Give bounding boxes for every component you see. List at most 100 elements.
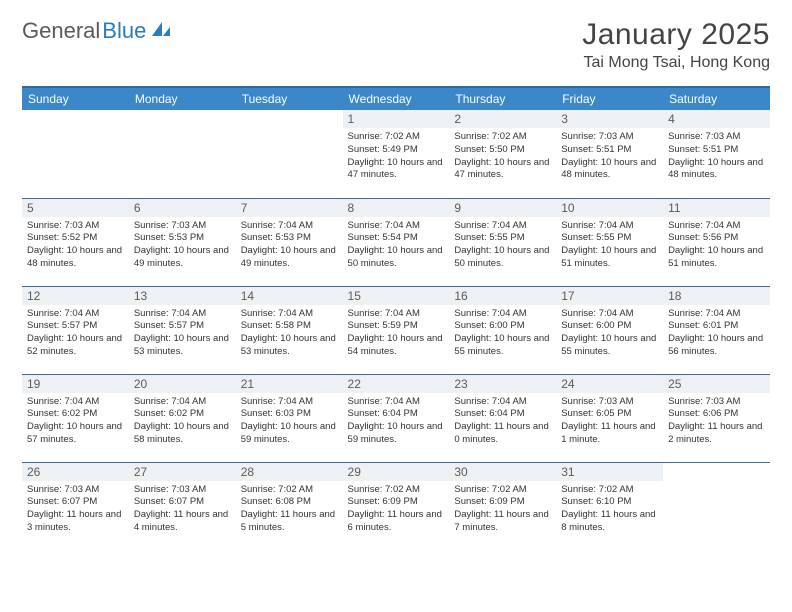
weekday-header-row: SundayMondayTuesdayWednesdayThursdayFrid…: [22, 87, 770, 110]
day-body: Sunrise: 7:04 AMSunset: 5:59 PMDaylight:…: [343, 305, 450, 363]
day-number: 15: [343, 287, 450, 305]
day-cell: 26Sunrise: 7:03 AMSunset: 6:07 PMDayligh…: [22, 462, 129, 550]
day-number: 5: [22, 199, 129, 217]
day-number: 30: [449, 463, 556, 481]
day-body: Sunrise: 7:04 AMSunset: 5:55 PMDaylight:…: [556, 217, 663, 275]
day-body: Sunrise: 7:04 AMSunset: 6:04 PMDaylight:…: [343, 393, 450, 451]
weekday-header: Sunday: [22, 87, 129, 110]
day-number: 29: [343, 463, 450, 481]
day-body: Sunrise: 7:02 AMSunset: 6:10 PMDaylight:…: [556, 481, 663, 539]
week-row: 26Sunrise: 7:03 AMSunset: 6:07 PMDayligh…: [22, 462, 770, 550]
month-title: January 2025: [582, 18, 770, 52]
day-body: Sunrise: 7:04 AMSunset: 6:03 PMDaylight:…: [236, 393, 343, 451]
day-body: Sunrise: 7:02 AMSunset: 5:49 PMDaylight:…: [343, 128, 450, 186]
day-number: 18: [663, 287, 770, 305]
day-cell: 2Sunrise: 7:02 AMSunset: 5:50 PMDaylight…: [449, 110, 556, 198]
day-body: Sunrise: 7:04 AMSunset: 5:57 PMDaylight:…: [22, 305, 129, 363]
day-number: 4: [663, 110, 770, 128]
day-number: 1: [343, 110, 450, 128]
brand-part2: Blue: [102, 18, 146, 44]
day-body: Sunrise: 7:03 AMSunset: 6:07 PMDaylight:…: [22, 481, 129, 539]
day-cell: 4Sunrise: 7:03 AMSunset: 5:51 PMDaylight…: [663, 110, 770, 198]
day-body: Sunrise: 7:04 AMSunset: 6:02 PMDaylight:…: [129, 393, 236, 451]
location: Tai Mong Tsai, Hong Kong: [582, 54, 770, 72]
empty-cell: [663, 462, 770, 550]
calendar-table: SundayMondayTuesdayWednesdayThursdayFrid…: [22, 86, 770, 550]
day-number: 2: [449, 110, 556, 128]
day-cell: 7Sunrise: 7:04 AMSunset: 5:53 PMDaylight…: [236, 198, 343, 286]
day-number: 13: [129, 287, 236, 305]
day-cell: 30Sunrise: 7:02 AMSunset: 6:09 PMDayligh…: [449, 462, 556, 550]
day-cell: 28Sunrise: 7:02 AMSunset: 6:08 PMDayligh…: [236, 462, 343, 550]
week-row: 1Sunrise: 7:02 AMSunset: 5:49 PMDaylight…: [22, 110, 770, 198]
day-number: 26: [22, 463, 129, 481]
day-number: 28: [236, 463, 343, 481]
day-body: Sunrise: 7:04 AMSunset: 5:54 PMDaylight:…: [343, 217, 450, 275]
day-cell: 13Sunrise: 7:04 AMSunset: 5:57 PMDayligh…: [129, 286, 236, 374]
day-body: Sunrise: 7:04 AMSunset: 5:57 PMDaylight:…: [129, 305, 236, 363]
day-cell: 14Sunrise: 7:04 AMSunset: 5:58 PMDayligh…: [236, 286, 343, 374]
day-number: 7: [236, 199, 343, 217]
day-body: Sunrise: 7:04 AMSunset: 6:04 PMDaylight:…: [449, 393, 556, 451]
day-number: 11: [663, 199, 770, 217]
day-cell: 6Sunrise: 7:03 AMSunset: 5:53 PMDaylight…: [129, 198, 236, 286]
day-body: Sunrise: 7:04 AMSunset: 6:00 PMDaylight:…: [556, 305, 663, 363]
day-cell: 5Sunrise: 7:03 AMSunset: 5:52 PMDaylight…: [22, 198, 129, 286]
day-number: 25: [663, 375, 770, 393]
day-body: Sunrise: 7:03 AMSunset: 5:51 PMDaylight:…: [556, 128, 663, 186]
day-cell: 31Sunrise: 7:02 AMSunset: 6:10 PMDayligh…: [556, 462, 663, 550]
day-cell: 8Sunrise: 7:04 AMSunset: 5:54 PMDaylight…: [343, 198, 450, 286]
day-body: Sunrise: 7:03 AMSunset: 5:53 PMDaylight:…: [129, 217, 236, 275]
day-number: 24: [556, 375, 663, 393]
day-cell: 10Sunrise: 7:04 AMSunset: 5:55 PMDayligh…: [556, 198, 663, 286]
day-body: Sunrise: 7:02 AMSunset: 6:08 PMDaylight:…: [236, 481, 343, 539]
weekday-header: Thursday: [449, 87, 556, 110]
day-cell: 17Sunrise: 7:04 AMSunset: 6:00 PMDayligh…: [556, 286, 663, 374]
day-body: Sunrise: 7:02 AMSunset: 6:09 PMDaylight:…: [343, 481, 450, 539]
empty-cell: [129, 110, 236, 198]
empty-cell: [22, 110, 129, 198]
day-cell: 1Sunrise: 7:02 AMSunset: 5:49 PMDaylight…: [343, 110, 450, 198]
day-number: 27: [129, 463, 236, 481]
day-cell: 11Sunrise: 7:04 AMSunset: 5:56 PMDayligh…: [663, 198, 770, 286]
day-body: Sunrise: 7:02 AMSunset: 5:50 PMDaylight:…: [449, 128, 556, 186]
day-number: 16: [449, 287, 556, 305]
weekday-header: Friday: [556, 87, 663, 110]
day-number: 23: [449, 375, 556, 393]
day-number: 6: [129, 199, 236, 217]
day-cell: 15Sunrise: 7:04 AMSunset: 5:59 PMDayligh…: [343, 286, 450, 374]
weekday-header: Saturday: [663, 87, 770, 110]
week-row: 19Sunrise: 7:04 AMSunset: 6:02 PMDayligh…: [22, 374, 770, 462]
day-body: Sunrise: 7:03 AMSunset: 6:05 PMDaylight:…: [556, 393, 663, 451]
day-body: Sunrise: 7:04 AMSunset: 5:53 PMDaylight:…: [236, 217, 343, 275]
day-number: 31: [556, 463, 663, 481]
day-number: 19: [22, 375, 129, 393]
day-number: 3: [556, 110, 663, 128]
day-number: 20: [129, 375, 236, 393]
day-body: Sunrise: 7:03 AMSunset: 5:52 PMDaylight:…: [22, 217, 129, 275]
day-number: 12: [22, 287, 129, 305]
sail-icon: [150, 20, 172, 38]
week-row: 5Sunrise: 7:03 AMSunset: 5:52 PMDaylight…: [22, 198, 770, 286]
day-number: 9: [449, 199, 556, 217]
day-cell: 23Sunrise: 7:04 AMSunset: 6:04 PMDayligh…: [449, 374, 556, 462]
day-body: Sunrise: 7:02 AMSunset: 6:09 PMDaylight:…: [449, 481, 556, 539]
day-body: Sunrise: 7:04 AMSunset: 5:58 PMDaylight:…: [236, 305, 343, 363]
day-cell: 29Sunrise: 7:02 AMSunset: 6:09 PMDayligh…: [343, 462, 450, 550]
day-cell: 24Sunrise: 7:03 AMSunset: 6:05 PMDayligh…: [556, 374, 663, 462]
header: GeneralBlue January 2025 Tai Mong Tsai, …: [22, 18, 770, 72]
day-number: 10: [556, 199, 663, 217]
week-row: 12Sunrise: 7:04 AMSunset: 5:57 PMDayligh…: [22, 286, 770, 374]
day-body: Sunrise: 7:03 AMSunset: 6:06 PMDaylight:…: [663, 393, 770, 451]
day-cell: 12Sunrise: 7:04 AMSunset: 5:57 PMDayligh…: [22, 286, 129, 374]
day-number: 8: [343, 199, 450, 217]
day-cell: 27Sunrise: 7:03 AMSunset: 6:07 PMDayligh…: [129, 462, 236, 550]
day-cell: 25Sunrise: 7:03 AMSunset: 6:06 PMDayligh…: [663, 374, 770, 462]
day-number: 17: [556, 287, 663, 305]
weekday-header: Wednesday: [343, 87, 450, 110]
weekday-header: Tuesday: [236, 87, 343, 110]
title-block: January 2025 Tai Mong Tsai, Hong Kong: [582, 18, 770, 72]
day-cell: 22Sunrise: 7:04 AMSunset: 6:04 PMDayligh…: [343, 374, 450, 462]
day-body: Sunrise: 7:04 AMSunset: 5:55 PMDaylight:…: [449, 217, 556, 275]
brand-part1: General: [22, 18, 100, 44]
